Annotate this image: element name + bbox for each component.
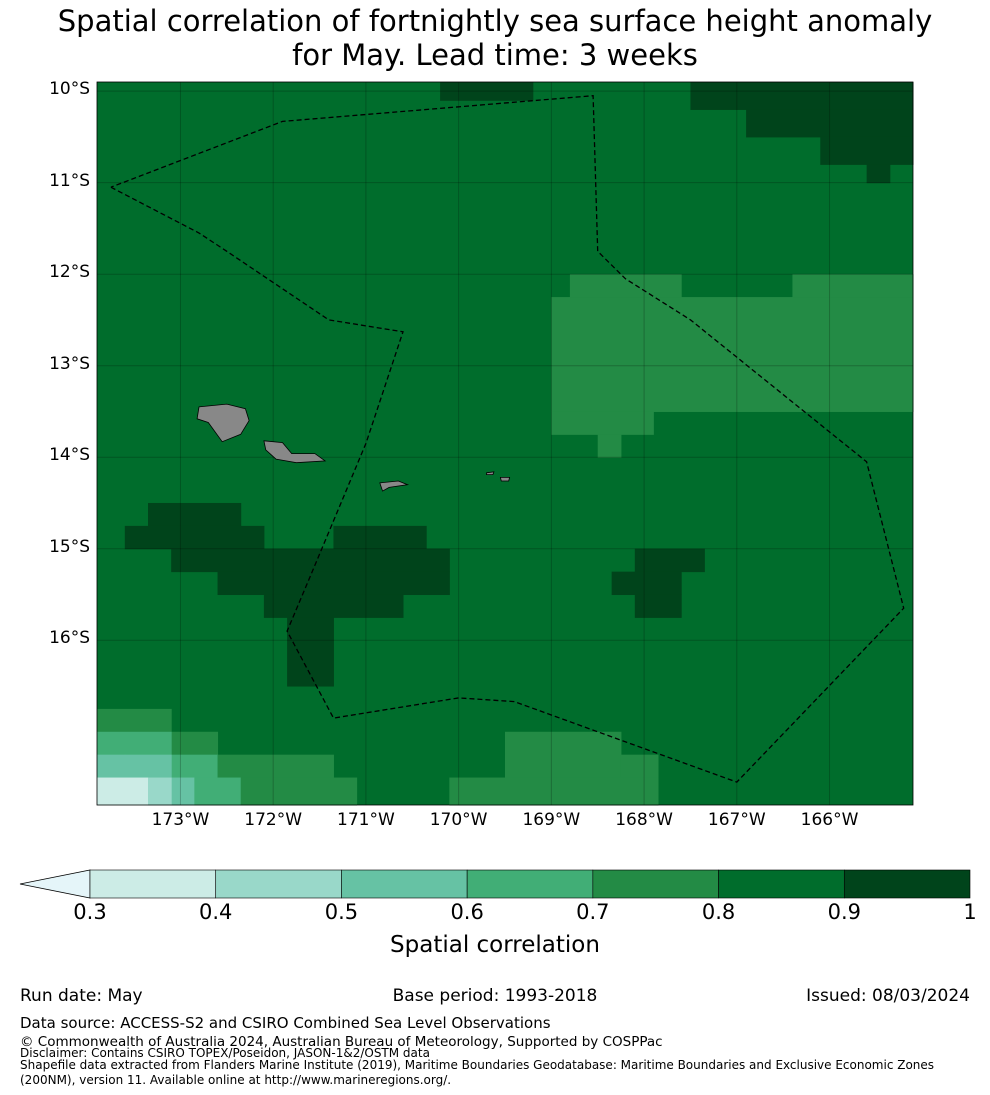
correlation-cell: [148, 502, 242, 527]
correlation-cell: [634, 594, 682, 618]
island-shape: [486, 471, 495, 476]
longitude-label: 171°W: [337, 810, 395, 830]
correlation-cell: [124, 754, 172, 779]
colorbar-tick-label: 0.4: [199, 900, 233, 924]
correlation-cell: [287, 640, 334, 687]
correlation-cell: [634, 548, 705, 573]
colorbar-tick-label: 0.8: [701, 900, 736, 924]
chart-title: Spatial correlation of fortnightly sea s…: [0, 4, 990, 72]
correlation-cells: [97, 82, 914, 806]
eez-boundary: [110, 94, 905, 783]
correlation-cell: [569, 274, 682, 298]
correlation-cell: [866, 164, 891, 184]
colorbar-extend-arrow: [19, 869, 91, 899]
title-line-2: for May. Lead time: 3 weeks: [292, 38, 698, 72]
map-background: [97, 82, 913, 805]
graticule: [97, 82, 913, 805]
correlation-cell: [240, 777, 358, 806]
correlation-cell: [97, 777, 149, 806]
correlation-cell: [171, 731, 219, 756]
correlation-cell: [171, 548, 450, 573]
latitude-label: 13°S: [49, 353, 90, 374]
data-source: Data source: ACCESS-S2 and CSIRO Combine…: [20, 1014, 551, 1032]
colorbar-segment: [341, 869, 468, 899]
latitude-label: 10°S: [49, 79, 90, 100]
land-masses: [196, 403, 511, 492]
correlation-cell: [505, 731, 622, 779]
colorbar-tick-label: 0.5: [324, 900, 359, 924]
island-shape: [196, 403, 250, 443]
correlation-cell: [217, 571, 450, 596]
title-line-1: Spatial correlation of fortnightly sea s…: [57, 4, 933, 38]
colorbar-tick-label: 0.6: [450, 900, 484, 924]
latitude-label: 16°S: [49, 628, 90, 649]
colorbar-segment: [89, 869, 217, 899]
colorbar-segment: [843, 869, 971, 899]
latitude-label: 12°S: [49, 262, 90, 283]
colorbar: [19, 869, 971, 899]
colorbar-segment: [592, 869, 719, 899]
latitude-label: 11°S: [49, 170, 90, 191]
run-date: Run date: May: [20, 986, 143, 1006]
correlation-cell: [97, 708, 172, 733]
correlation-cell: [287, 617, 334, 641]
shapefile-credit-line-1: Shapefile data extracted from Flanders M…: [20, 1058, 935, 1072]
correlation-cell: [148, 777, 172, 806]
colorbar-tick-label: 1: [963, 900, 977, 924]
longitude-label: 168°W: [615, 810, 673, 830]
correlation-cell: [551, 411, 654, 435]
correlation-cell: [690, 82, 914, 110]
colorbar-segment: [718, 869, 845, 899]
correlation-cell: [597, 434, 622, 458]
correlation-cell: [194, 777, 242, 806]
longitude-label: 170°W: [429, 810, 488, 830]
longitude-label: 169°W: [522, 810, 581, 830]
base-period: Base period: 1993-2018: [392, 986, 598, 1006]
correlation-cell: [551, 297, 914, 412]
correlation-cell: [171, 754, 219, 779]
map-frame: [96, 81, 914, 806]
latitude-label: 15°S: [49, 536, 90, 557]
shapefile-credit-line-2: (200NM), version 11. Available online at…: [20, 1073, 452, 1087]
colorbar-segment: [215, 869, 342, 899]
correlation-cell: [333, 525, 427, 550]
correlation-cell: [263, 594, 404, 618]
correlation-cell: [440, 82, 534, 101]
correlation-cell: [792, 274, 914, 298]
correlation-cell: [746, 109, 914, 138]
colorbar-label: Spatial correlation: [390, 932, 600, 958]
colorbar-tick-label: 0.7: [576, 900, 610, 924]
correlation-cell: [97, 754, 126, 779]
disclaimer: Disclaimer: Contains CSIRO TOPEX/Poseido…: [20, 1046, 430, 1060]
longitude-label: 166°W: [800, 810, 859, 830]
longitude-label: 172°W: [244, 810, 303, 830]
correlation-cell: [449, 777, 659, 806]
colorbar-tick-label: 0.3: [73, 900, 107, 924]
copyright: © Commonwealth of Australia 2024, Austra…: [20, 1034, 663, 1050]
correlation-cell: [97, 731, 172, 756]
correlation-cell: [820, 136, 914, 165]
issued-date: Issued: 08/03/2024: [806, 986, 970, 1006]
island-shape: [499, 476, 511, 482]
correlation-cell: [611, 571, 682, 596]
colorbar-segment: [466, 869, 594, 899]
correlation-cell: [171, 777, 195, 806]
longitude-label: 173°W: [151, 810, 210, 830]
correlation-map: [96, 81, 914, 806]
correlation-cell: [124, 525, 265, 550]
island-shape: [263, 440, 327, 464]
longitude-label: 167°W: [707, 810, 766, 830]
latitude-label: 14°S: [49, 445, 90, 466]
correlation-cell: [217, 754, 334, 779]
colorbar-tick-label: 0.9: [827, 900, 861, 924]
island-shape: [379, 480, 410, 492]
